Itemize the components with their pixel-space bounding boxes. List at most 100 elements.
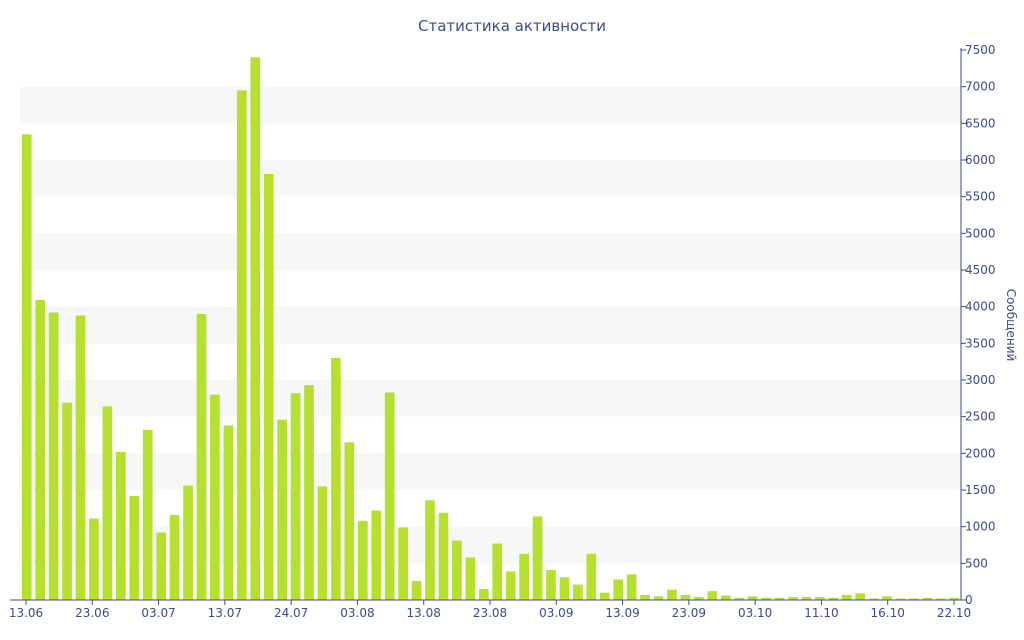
x-tick-label: 16.10 xyxy=(871,606,905,620)
y-tick-label: 2500 xyxy=(965,410,996,424)
bar xyxy=(223,425,234,600)
bar xyxy=(183,485,193,600)
bar xyxy=(438,512,449,600)
bar xyxy=(331,358,341,600)
bar xyxy=(546,569,556,600)
bar xyxy=(384,392,395,600)
bar xyxy=(680,594,691,600)
bar xyxy=(761,597,771,600)
x-tick-label: 23.08 xyxy=(473,606,507,620)
bar xyxy=(640,594,650,600)
bar xyxy=(667,589,677,600)
y-tick-label: 3500 xyxy=(965,336,996,350)
grid-band xyxy=(20,86,961,124)
bar xyxy=(599,592,610,600)
bar xyxy=(156,532,166,600)
y-tick-label: 4500 xyxy=(965,263,996,277)
bar xyxy=(855,593,866,600)
x-tick-label: 22.10 xyxy=(937,606,971,620)
bar xyxy=(936,598,946,600)
bar xyxy=(102,406,113,600)
bar xyxy=(115,451,126,600)
bar xyxy=(398,527,408,600)
bar xyxy=(734,597,745,600)
bar xyxy=(371,510,382,600)
bar xyxy=(277,419,287,600)
bar xyxy=(841,594,852,600)
bar xyxy=(142,429,153,600)
x-tick-label: 13.08 xyxy=(407,606,441,620)
x-tick-label: 13.09 xyxy=(605,606,639,620)
bar xyxy=(344,442,355,600)
bar xyxy=(35,300,45,600)
bar xyxy=(707,591,718,600)
grid-band xyxy=(20,160,961,197)
x-tick-label: 03.08 xyxy=(340,606,374,620)
bar xyxy=(801,597,812,600)
bar xyxy=(492,543,503,600)
x-tick-label: 11.10 xyxy=(804,606,838,620)
y-tick-label: 6000 xyxy=(965,153,996,167)
bar xyxy=(196,314,207,600)
bar xyxy=(236,90,247,600)
bar xyxy=(747,596,758,600)
bar xyxy=(425,500,435,600)
bar xyxy=(694,597,704,600)
y-tick-label: 6500 xyxy=(965,116,996,130)
x-tick-label: 03.10 xyxy=(738,606,772,620)
grid-band xyxy=(20,233,961,270)
bar xyxy=(815,597,825,600)
bar xyxy=(626,574,637,600)
bar xyxy=(169,514,180,600)
bar xyxy=(21,134,32,600)
bar xyxy=(263,173,274,600)
bar xyxy=(532,516,543,600)
x-tick-label: 03.09 xyxy=(539,606,573,620)
bar xyxy=(290,393,301,600)
bar xyxy=(882,596,892,600)
bar xyxy=(922,597,933,600)
bar xyxy=(828,597,839,600)
bar xyxy=(317,486,328,600)
bar xyxy=(895,598,906,600)
bar xyxy=(250,57,261,600)
bar xyxy=(129,495,140,600)
y-tick-label: 5000 xyxy=(965,226,996,240)
x-tick-label: 13.07 xyxy=(208,606,242,620)
grid-band xyxy=(20,453,961,490)
bar xyxy=(89,518,99,600)
x-tick-label: 13.06 xyxy=(9,606,43,620)
grid-band xyxy=(20,306,961,344)
x-tick-label: 23.06 xyxy=(75,606,109,620)
y-tick-label: 0 xyxy=(965,593,973,607)
bars-group xyxy=(21,57,960,600)
bar xyxy=(210,394,220,600)
y-tick-label: 3000 xyxy=(965,373,996,387)
bar xyxy=(304,385,314,600)
y-tick-label: 7000 xyxy=(965,80,996,94)
bar xyxy=(949,597,960,600)
y-tick-label: 5500 xyxy=(965,190,996,204)
y-tick-label: 4000 xyxy=(965,300,996,314)
x-tick-label: 24.07 xyxy=(274,606,308,620)
bar xyxy=(573,584,583,600)
bar xyxy=(868,598,879,600)
bar xyxy=(519,553,529,600)
bar xyxy=(720,595,731,600)
y-tick-label: 1500 xyxy=(965,483,996,497)
bar xyxy=(465,557,476,600)
x-axis: 13.06 23.06 03.07 13.07 24.07 03.08 13.08 23.08… xyxy=(9,599,971,620)
y-axis: 0 500 1000 1500 2000 2500 3000 3500 4000 4500 5000… xyxy=(960,43,996,607)
bar xyxy=(613,579,624,600)
bar xyxy=(559,577,570,600)
x-tick-label: 23.09 xyxy=(672,606,706,620)
grid-band xyxy=(20,380,961,417)
bar xyxy=(505,571,516,600)
bar xyxy=(357,520,368,600)
y-tick-label: 7500 xyxy=(965,43,996,57)
bar xyxy=(48,312,59,600)
bar xyxy=(909,598,919,600)
grid-bands xyxy=(20,86,961,564)
y-tick-label: 2000 xyxy=(965,446,996,460)
